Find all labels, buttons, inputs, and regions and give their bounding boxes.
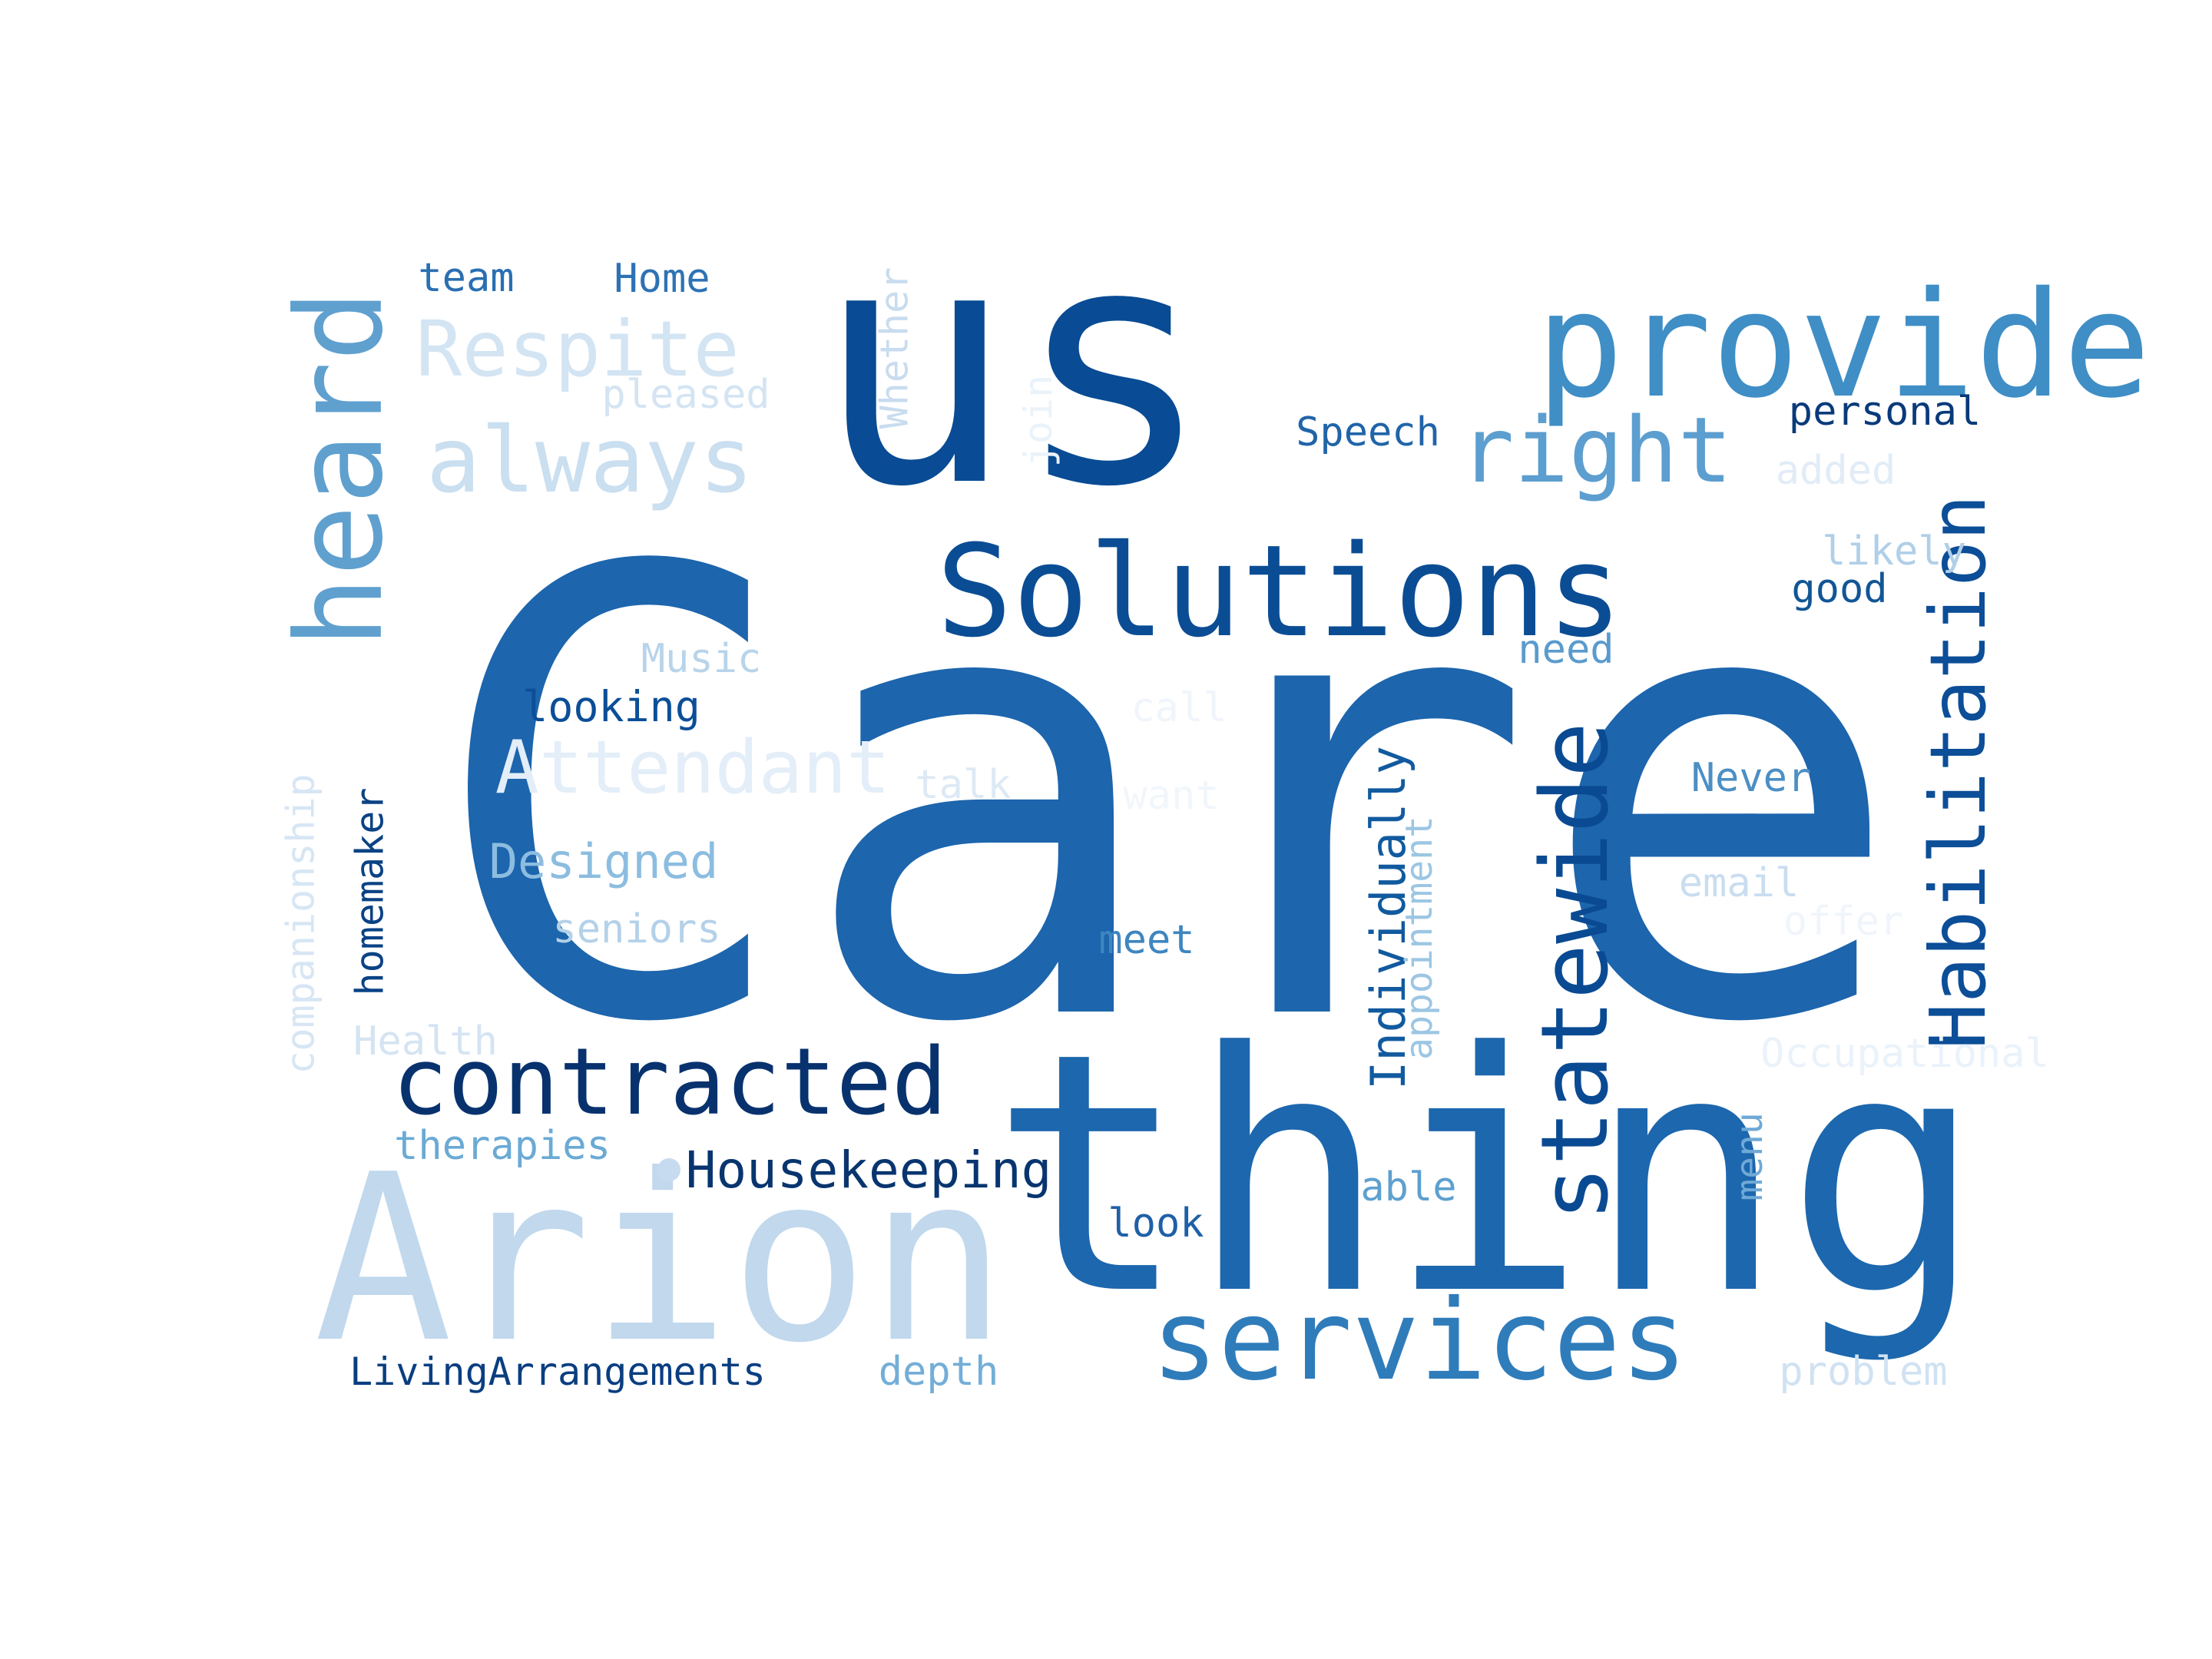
word-solutions: Solutions [935,517,1624,665]
word-talk: talk [915,762,1012,808]
word-offer: offer [1783,899,1904,945]
word-right: right [1459,397,1733,503]
word-likely: likely [1822,528,1966,575]
word-homemaker: homemaker [347,787,392,996]
word-statewide: statewide [1522,721,1629,1222]
word-personal: personal [1788,389,1982,435]
word-pleased: pleased [601,372,770,418]
word-speech: Speech [1296,409,1440,455]
word-housekeeping: Housekeeping [685,1141,1052,1200]
word-designed: Designed [488,833,719,889]
word-whether: Whether [872,267,916,429]
word-problem: problem [1779,1349,1948,1395]
word-look: look [1108,1200,1204,1247]
word-home: Home [614,256,710,302]
word-email: email [1678,860,1800,906]
word-care: Care [426,441,1906,1157]
word-meet: meet [1098,917,1195,963]
word-contracted: contracted [392,1029,948,1136]
word-respite: Respite [416,304,740,394]
word-thing: thing [989,983,1985,1367]
word-therapies: therapies [394,1123,611,1169]
word-companionship: companionship [279,773,323,1075]
word-menu: menu [1728,1112,1771,1201]
word-us: us [815,175,1213,559]
word-seniors: seniors [552,906,721,952]
word-good: good [1791,566,1888,612]
word-services: services [1151,1275,1688,1406]
word-appointment: appointment [1397,816,1441,1060]
word-join: join [1015,374,1061,468]
word-occupational: Occupational [1760,1031,2049,1077]
word-heard: heard [270,289,409,648]
word-livingarrangements: LivingArrangements [349,1349,766,1394]
word-call: call [1131,685,1227,731]
word-music: Music [641,636,762,682]
word-never: Never [1690,755,1812,801]
word-always: always [426,407,754,513]
word-arion: Arion [313,1125,1008,1393]
word-health: Health [353,1018,498,1065]
word-looking: looking [522,681,700,731]
word-attendant: Attendant [495,725,891,810]
word-habilitation: Habilitation [1913,494,2003,1050]
dot-marker [657,1158,680,1181]
word-added: added [1775,448,1896,494]
word-need: need [1518,627,1614,673]
word-want: want [1123,773,1220,819]
word-able: able [1360,1164,1457,1210]
word-provide: provide [1535,260,2151,430]
word-team: team [418,255,515,301]
word-depth: depth [878,1349,999,1395]
